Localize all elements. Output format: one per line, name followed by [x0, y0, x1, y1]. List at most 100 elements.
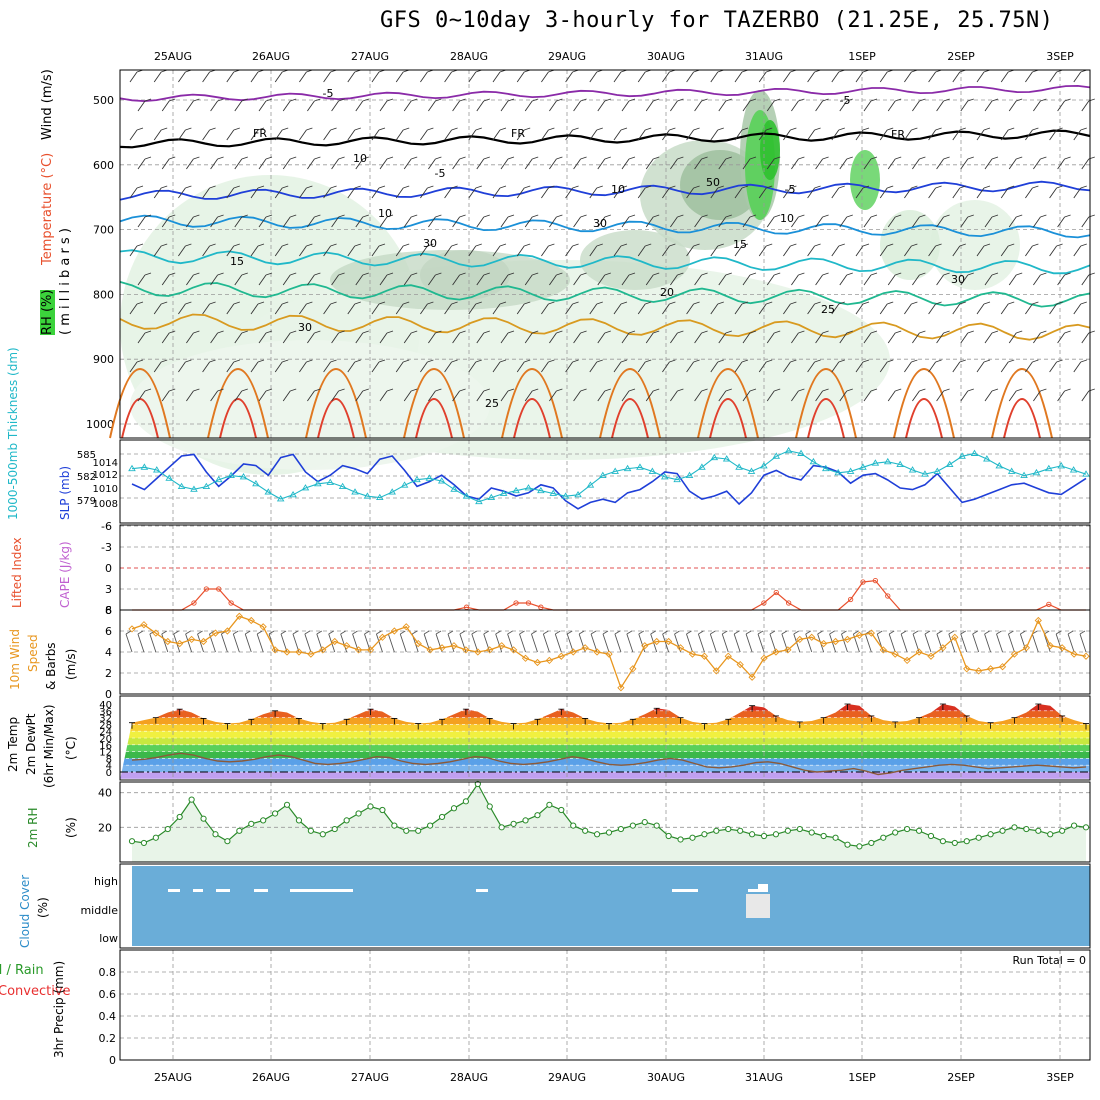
barb-4-37 [1025, 185, 1039, 199]
sfc-barb-67 [924, 630, 932, 653]
wind-point-8 [223, 627, 232, 635]
bl-arc-outer-3 [403, 368, 465, 439]
rh2m-point-21 [379, 806, 386, 814]
temp-band-0 [120, 772, 1090, 779]
barb-1-14 [476, 98, 490, 112]
barb-7-26 [766, 272, 781, 286]
wind-point-42 [629, 665, 637, 673]
barb-6-18 [565, 243, 579, 257]
cloud-label: Cloud Cover [18, 874, 32, 948]
thickness-point-3 [165, 474, 173, 481]
high-cloud-2 [216, 889, 230, 892]
contour-label-17: 30 [593, 217, 607, 230]
barb-7-24 [718, 272, 732, 286]
rh2m-point-17 [331, 825, 338, 833]
barb-6-22 [662, 243, 676, 257]
barb-7-17 [549, 272, 563, 286]
thickness-point-16 [326, 478, 335, 485]
thickness-point-49 [735, 463, 743, 470]
li-tick-4: 6 [105, 604, 112, 617]
barb-5-35 [984, 214, 999, 228]
temp-band-1 [120, 765, 1090, 772]
rh2m-tick-0: 40 [98, 787, 112, 800]
rh2m-point-48 [701, 831, 708, 838]
barb-1-15 [500, 98, 515, 112]
barb-3-23 [694, 156, 708, 170]
wind-point-16 [319, 646, 327, 654]
thickness-point-13 [289, 490, 297, 498]
barb-1-5 [258, 98, 273, 112]
barb-6-25 [734, 243, 749, 257]
wind-point-73 [998, 663, 1007, 671]
thickness-point-58 [846, 467, 855, 474]
wind-point-10 [247, 616, 255, 625]
barb-5-31 [887, 214, 902, 228]
temp-minmax-46 [677, 717, 684, 724]
barb-8-19 [589, 301, 603, 315]
barb-6-33 [928, 243, 942, 257]
rh2m-point-27 [450, 805, 458, 812]
barb-7-29 [839, 272, 853, 286]
sfc-barb-73 [996, 630, 1003, 653]
barb-6-7 [299, 243, 313, 257]
barb-5-20 [621, 214, 636, 228]
temp-tick-4: 24 [99, 727, 112, 738]
thickness-point-36 [574, 490, 582, 498]
barb-7-4 [234, 272, 248, 286]
barb-2-33 [928, 127, 942, 141]
thickness-point-10 [252, 479, 260, 487]
sfc-barb-13 [280, 630, 288, 653]
barb-1-16 [524, 98, 539, 112]
bl-arc-outer-5 [599, 368, 661, 439]
wind-point-27 [450, 642, 458, 650]
barb-7-28 [815, 272, 829, 286]
barb-7-19 [597, 272, 611, 286]
barb-8-34 [952, 301, 966, 315]
barb-3-5 [258, 156, 273, 170]
barb-4-27 [783, 185, 797, 199]
barb-1-22 [670, 98, 684, 112]
temp-tick-1: 36 [99, 707, 112, 718]
sfc-barb-51 [733, 630, 741, 653]
barb-3-13 [452, 156, 466, 170]
barb-4-16 [516, 185, 531, 199]
rh2m-point-44 [653, 822, 660, 829]
bottom-day-label-3: 28AUG [450, 1071, 488, 1084]
barb-10-39 [1073, 359, 1087, 373]
barb-1-10 [379, 98, 394, 112]
slp-frame [119, 439, 1091, 524]
barb-10-16 [516, 359, 531, 373]
minmax-label: (6hr Min/Max) [42, 704, 56, 789]
high-cloud-3 [254, 889, 268, 892]
wind-point-24 [414, 639, 422, 648]
barb-10-34 [952, 359, 966, 373]
barb-6-8 [323, 243, 337, 257]
sfc-barb-16 [316, 630, 324, 653]
barb-7-16 [524, 272, 539, 286]
barb-10-9 [347, 359, 361, 373]
temp-minmax-64 [892, 721, 899, 728]
barb-5-14 [476, 214, 490, 228]
temp-minmax-18 [343, 718, 350, 726]
wind-point-65 [903, 656, 911, 665]
rh-shading-6 [680, 150, 760, 220]
barb-8-21 [637, 301, 652, 315]
thickness-point-18 [351, 488, 359, 495]
barb-10-33 [928, 359, 942, 373]
wind-point-41 [617, 684, 625, 692]
barb-4-1 [153, 185, 168, 199]
barb-7-20 [621, 272, 636, 286]
sfc-barb-80 [1079, 630, 1087, 653]
thickness-point-7 [214, 475, 223, 483]
sfc-barb-55 [781, 630, 789, 653]
sfc-barb-14 [292, 630, 300, 653]
wind-point-45 [664, 637, 673, 646]
wind-point-36 [557, 652, 565, 660]
bl-arc-inner-9 [1003, 398, 1041, 439]
thickness-point-66 [945, 460, 954, 467]
barb-5-30 [863, 214, 878, 228]
barb-9-22 [670, 330, 684, 344]
barb-5-29 [839, 214, 853, 228]
precip-3hr-label: 3hr Precip (mm) [52, 960, 66, 1058]
rh2m-point-36 [558, 806, 565, 814]
